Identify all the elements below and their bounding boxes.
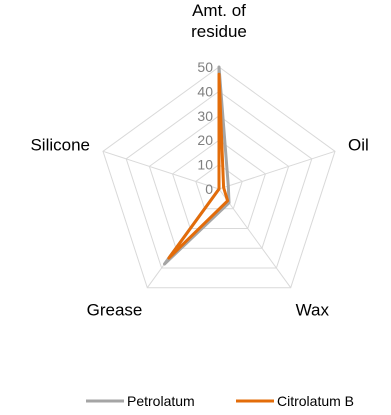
category-label-0: Amt. of residue [191, 1, 247, 41]
category-label-3: Grease [87, 301, 143, 320]
tick-label-10: 10 [197, 157, 213, 173]
category-label-1: Oil [348, 136, 369, 155]
legend: Petrolatum Citrolatum B [86, 393, 354, 409]
category-label-4: Silicone [30, 136, 90, 155]
category-label-line: Amt. of [192, 1, 246, 20]
grid-ring-50 [102, 66, 336, 289]
tick-label-40: 40 [197, 83, 213, 99]
category-label-line: Wax [296, 301, 330, 320]
category-label-2: Wax [296, 301, 330, 320]
tick-label-30: 30 [197, 108, 213, 124]
grid-ring-20 [172, 139, 266, 229]
tick-label-0: 0 [205, 181, 213, 197]
series-line-citrolatum-b [167, 72, 230, 260]
radial-tick-labels: 0 10 20 30 40 50 [197, 59, 213, 197]
tick-label-20: 20 [197, 132, 213, 148]
category-label-line: Silicone [30, 136, 90, 155]
legend-label: Petrolatum [127, 393, 195, 409]
legend-label: Citrolatum B [277, 393, 354, 409]
spoke-1 [218, 150, 336, 190]
tick-label-50: 50 [197, 59, 213, 75]
spoke-2 [218, 188, 292, 288]
grid-ring-30 [148, 115, 290, 249]
category-labels: Amt. of residue Oil Wax Grease Silicone [30, 1, 368, 320]
radar-grid [102, 66, 336, 289]
radar-series [163, 65, 231, 266]
category-label-line: Grease [87, 301, 143, 320]
spoke-4 [102, 150, 220, 190]
category-label-line: Oil [348, 136, 369, 155]
category-label-line: residue [191, 22, 247, 41]
legend-item-citrolatum-b: Citrolatum B [236, 393, 354, 409]
grid-ring-40 [125, 90, 313, 269]
legend-item-petrolatum: Petrolatum [86, 393, 195, 409]
